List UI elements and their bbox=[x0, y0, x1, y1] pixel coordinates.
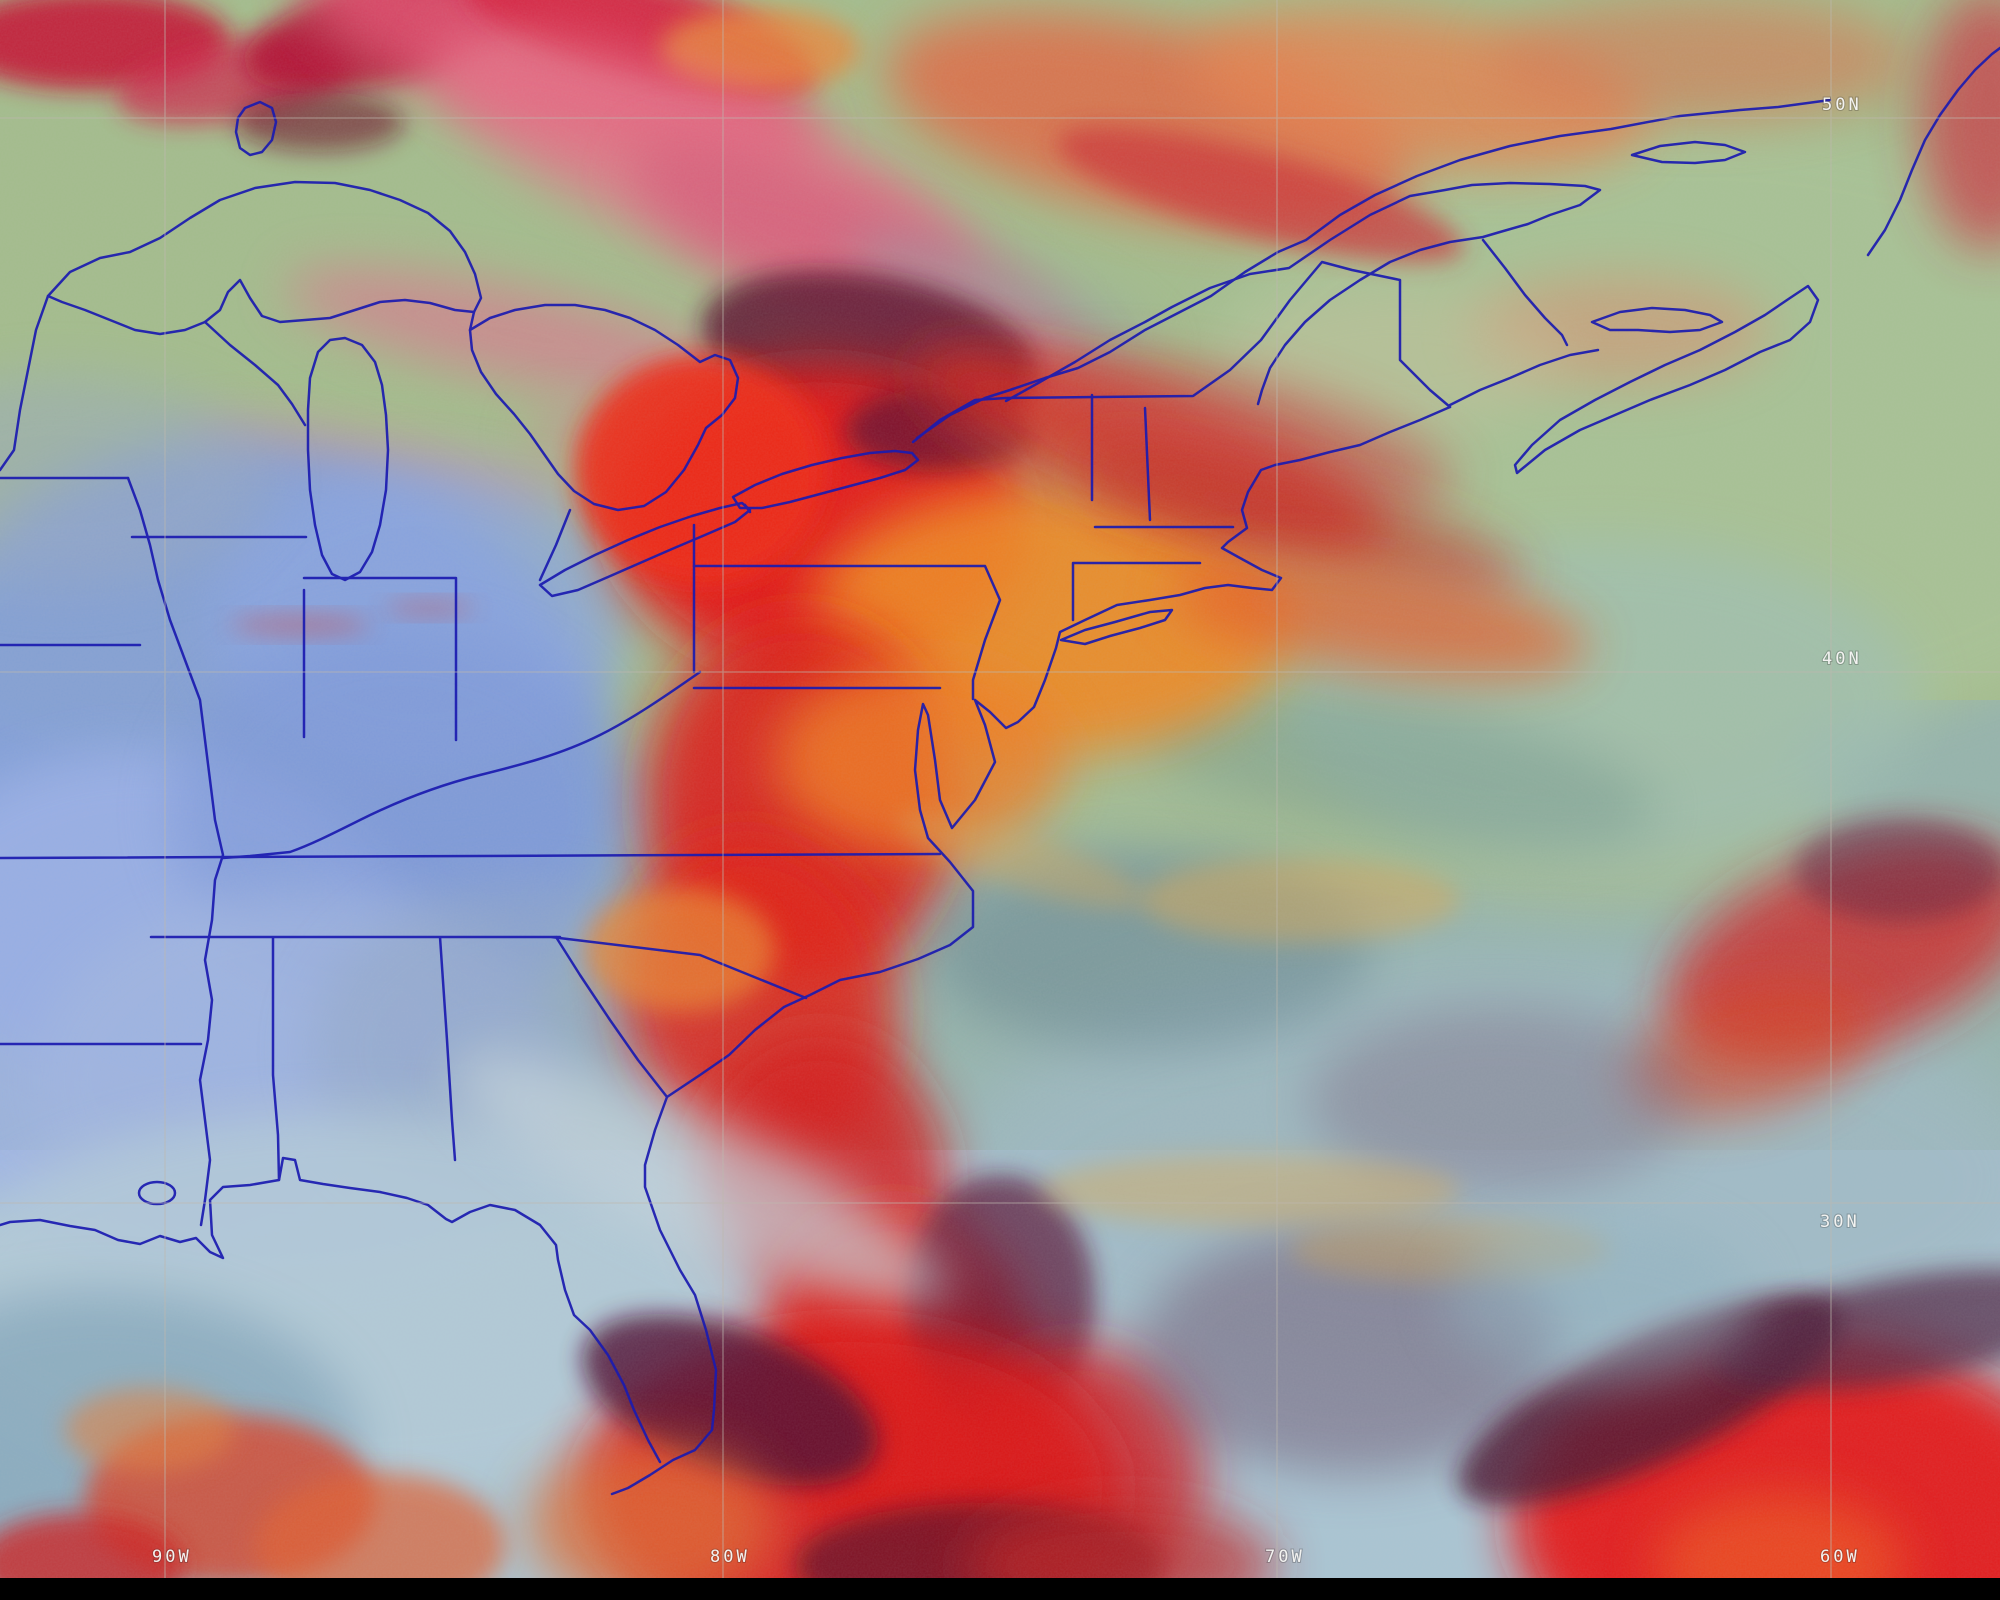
lake-ontario-outline bbox=[731, 449, 920, 510]
long-island-outline bbox=[1059, 608, 1174, 646]
caption-text: GOES-19 RGB-NIGHT R=C15-14 G=C14-7 B=C14… bbox=[632, 1579, 1008, 1600]
state-borders-south bbox=[0, 852, 942, 1182]
anticosti-island-outline bbox=[1630, 140, 1747, 165]
caption-bar: GOES-19 RGB-NIGHT R=C15-14 G=C14-7 B=C14… bbox=[0, 1578, 2000, 1600]
lon-label-90w: 90W bbox=[152, 1547, 192, 1567]
niagara-river bbox=[743, 503, 752, 514]
lake-huron-outline bbox=[468, 303, 740, 512]
lat-label-40n: 40N bbox=[1822, 649, 1862, 669]
state-borders-northeast bbox=[692, 393, 1235, 701]
nova-scotia-outline bbox=[1513, 284, 1820, 475]
st-lawrence-south-bank bbox=[1004, 181, 1602, 406]
st-marys-river bbox=[468, 310, 476, 332]
newfoundland-coast bbox=[1866, 46, 2000, 257]
lat-label-50n: 50N bbox=[1822, 95, 1862, 115]
map-borders bbox=[0, 46, 2000, 1496]
lake-pontchartrain-outline bbox=[137, 1180, 177, 1206]
lake-nipigon-outline bbox=[234, 100, 278, 157]
grid-labels: 50N 40N 30N 90W 80W 70W 60W bbox=[151, 94, 1862, 1568]
lon-label-60w: 60W bbox=[1820, 1547, 1860, 1567]
st-lawrence-north-bank bbox=[915, 98, 1832, 440]
prince-edward-island-outline bbox=[1590, 306, 1724, 334]
lon-label-80w: 80W bbox=[710, 1547, 750, 1567]
ohio-river bbox=[221, 670, 702, 860]
mississippi-river bbox=[126, 476, 225, 1227]
new-brunswick-coast bbox=[1448, 238, 1600, 407]
lake-michigan-outline bbox=[306, 336, 390, 582]
state-borders-midwest bbox=[0, 294, 696, 742]
gulf-coastline bbox=[0, 1156, 662, 1464]
detroit-river bbox=[538, 508, 572, 582]
lake-superior-outline bbox=[46, 180, 483, 336]
lon-label-70w: 70W bbox=[1265, 1547, 1305, 1567]
lat-label-30n: 30N bbox=[1820, 1212, 1860, 1232]
atlantic-coastline bbox=[610, 405, 1452, 1496]
